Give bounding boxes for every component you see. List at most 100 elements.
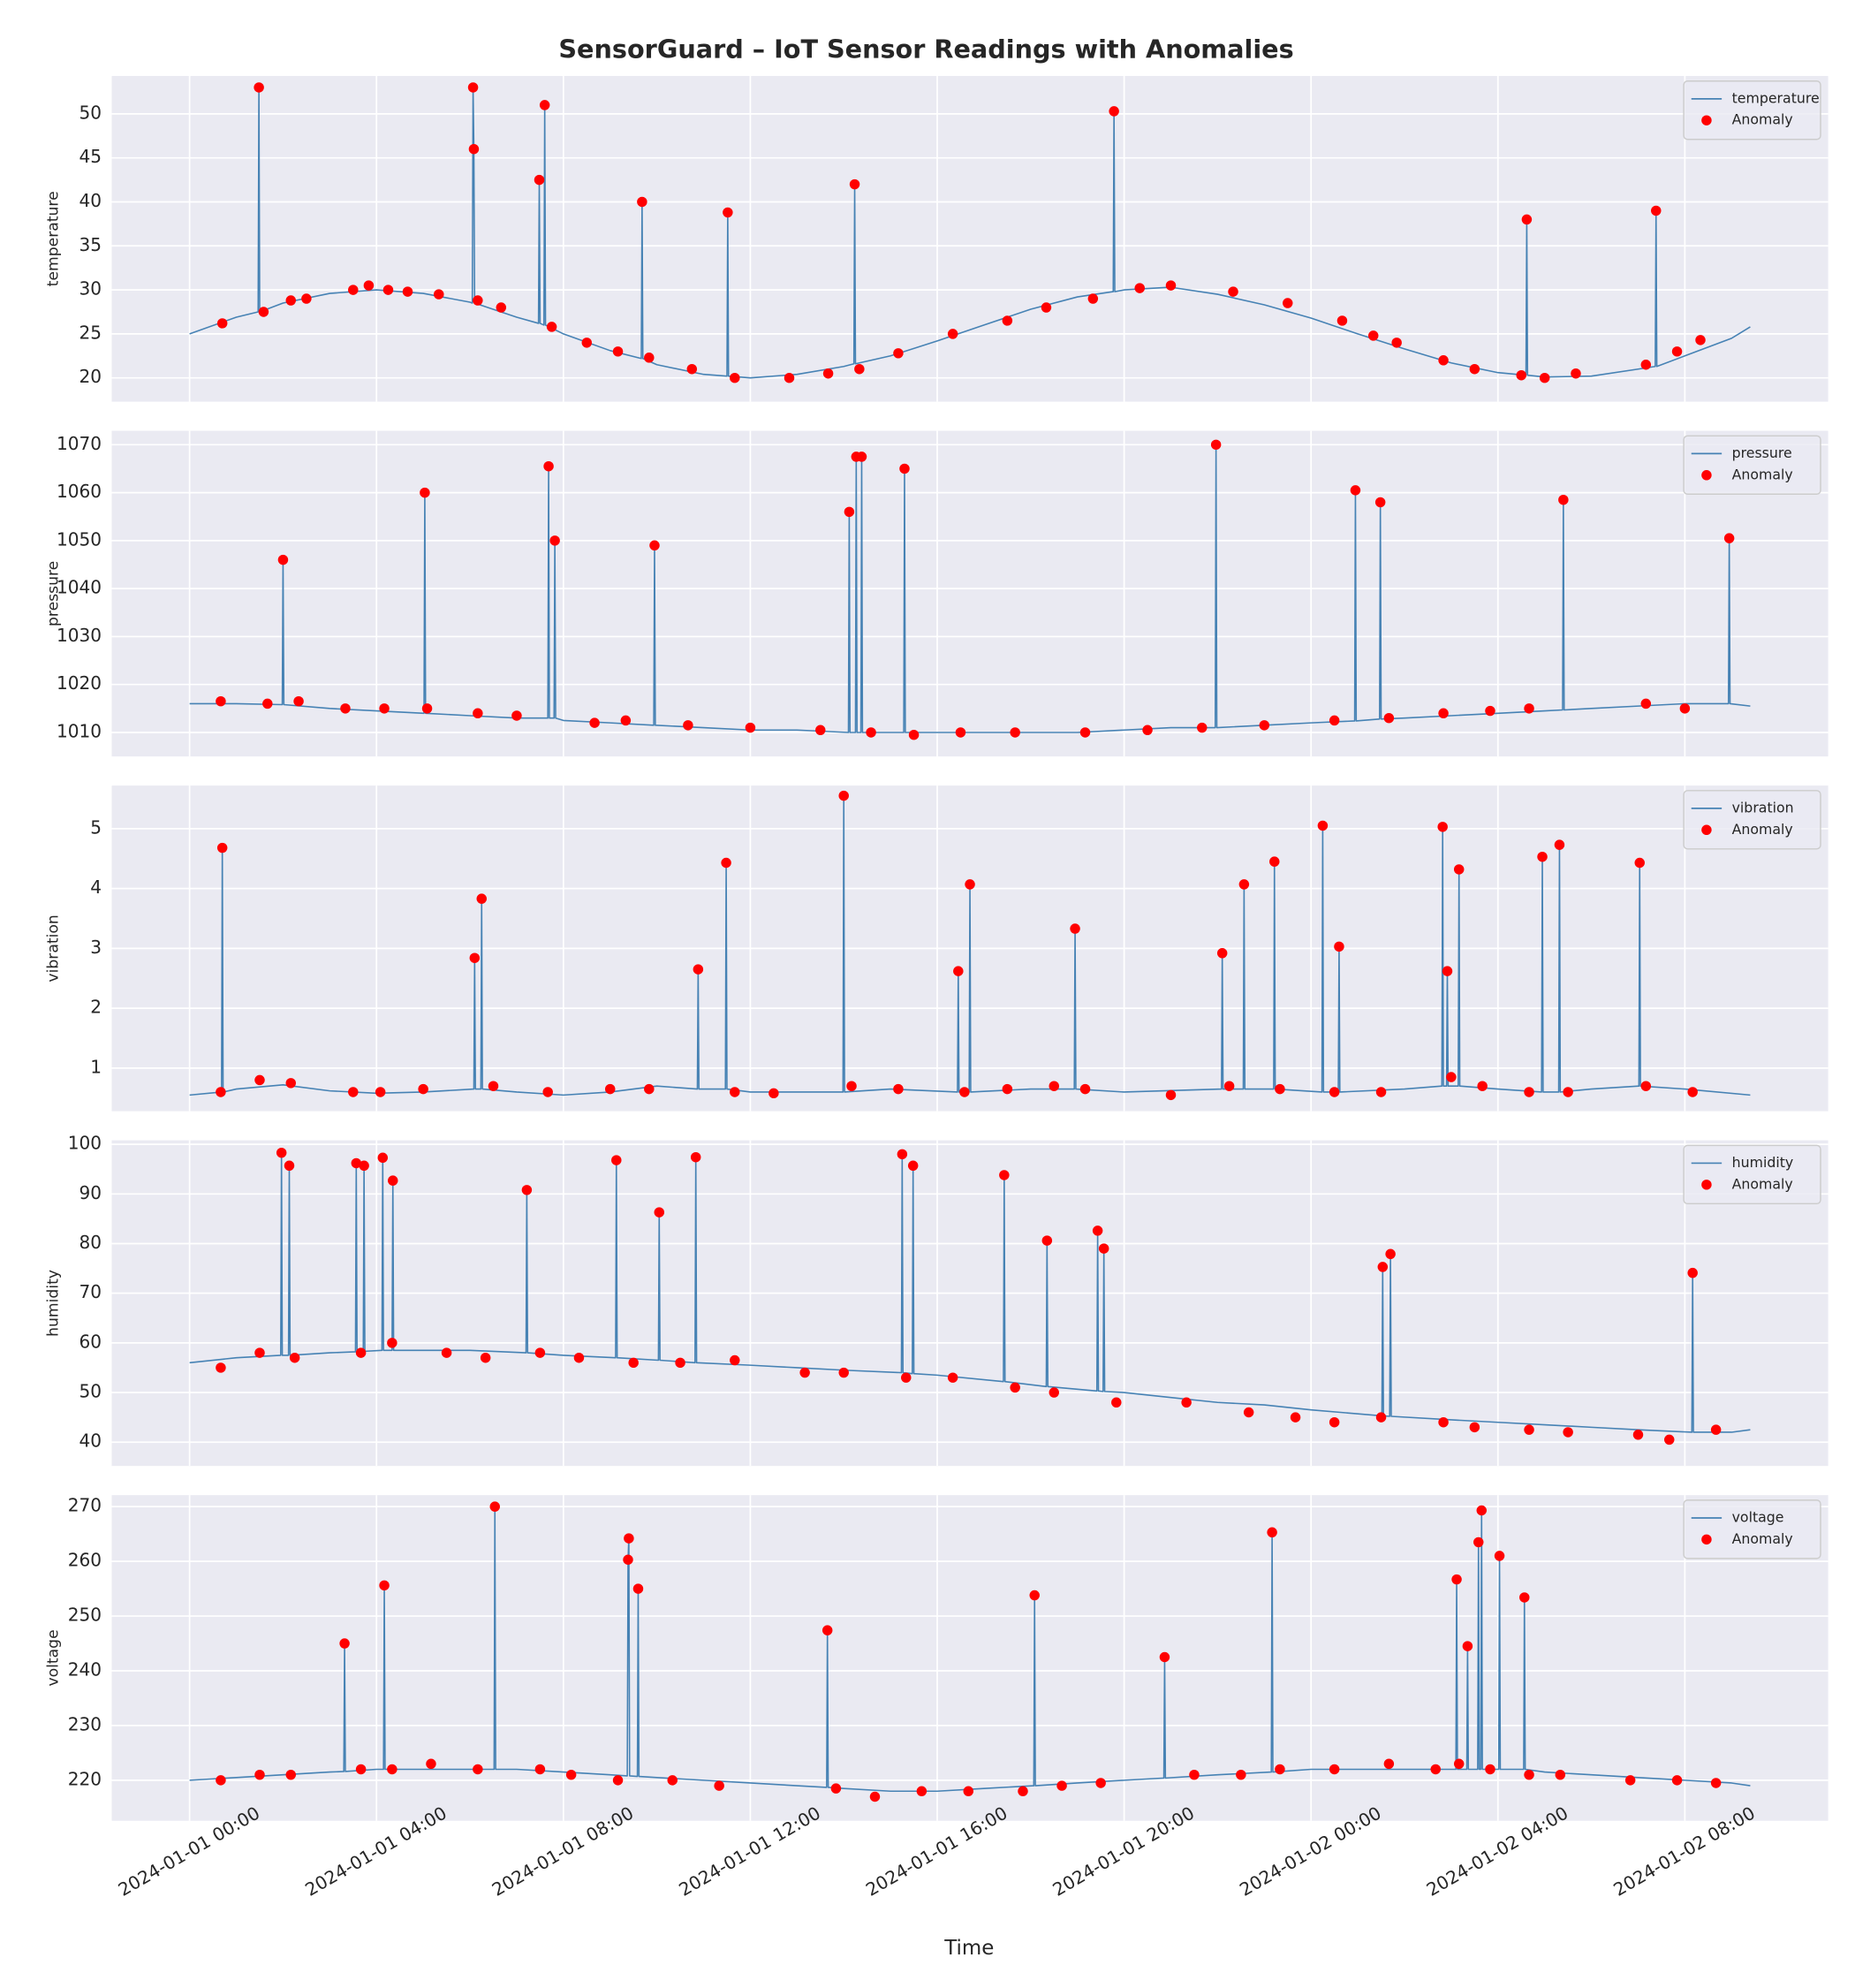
anomaly-point: [916, 1786, 928, 1796]
y-tick-label: 260: [68, 1550, 102, 1571]
legend-box: [1683, 1499, 1821, 1559]
anomaly-point: [1632, 1430, 1644, 1440]
y-tick-label: 250: [68, 1605, 102, 1626]
anomaly-point: [1275, 1764, 1285, 1775]
anomaly-point: [1189, 1769, 1200, 1780]
anomaly-point: [844, 506, 855, 518]
anomaly-point: [1111, 1397, 1122, 1408]
y-tick-label: 1020: [57, 672, 102, 694]
anomaly-point: [420, 487, 430, 498]
anomaly-point: [1336, 315, 1348, 326]
anomaly-point: [1537, 851, 1548, 862]
anomaly-point: [546, 322, 557, 332]
anomaly-point: [1555, 1769, 1566, 1780]
anomaly-point: [1334, 941, 1344, 952]
anomaly-point: [1385, 1248, 1396, 1260]
anomaly-point: [1437, 822, 1448, 832]
anomaly-point: [1109, 106, 1119, 117]
anomaly-point: [277, 554, 289, 565]
anomaly-point: [254, 1347, 265, 1358]
anomaly-point: [1524, 703, 1534, 714]
legend-marker: [1701, 824, 1712, 836]
anomaly-point: [1563, 1427, 1573, 1438]
anomaly-point: [284, 1160, 295, 1172]
anomaly-point: [534, 174, 545, 186]
anomaly-point: [1041, 1235, 1053, 1246]
anomaly-point: [686, 363, 698, 375]
anomaly-point: [1087, 293, 1099, 304]
anomaly-point: [1317, 820, 1329, 831]
legend-label: voltage: [1732, 1508, 1784, 1525]
anomaly-point: [714, 1780, 724, 1791]
anomaly-point: [377, 1152, 389, 1164]
anomaly-point: [565, 1769, 577, 1780]
legend-label: pressure: [1732, 444, 1792, 461]
anomaly-point: [1275, 1083, 1285, 1095]
anomaly-point: [1377, 1262, 1389, 1272]
anomaly-point: [1010, 1382, 1020, 1393]
y-tick-label: 3: [90, 937, 102, 958]
anomaly-point: [1554, 839, 1565, 850]
anomaly-point: [387, 1764, 398, 1775]
anomaly-point: [1710, 1424, 1722, 1435]
anomaly-point: [1679, 703, 1691, 714]
anomaly-point: [1438, 708, 1449, 719]
anomaly-point: [542, 1087, 553, 1097]
anomaly-point: [908, 729, 920, 740]
anomaly-point: [1269, 856, 1280, 867]
anomaly-point: [216, 1362, 226, 1373]
anomaly-point: [667, 1775, 678, 1786]
anomaly-point: [1473, 1537, 1484, 1548]
anomaly-point: [1438, 355, 1449, 366]
plot-area: [111, 430, 1828, 757]
y-tick-label: 240: [68, 1658, 102, 1680]
anomaly-point: [1524, 1087, 1534, 1097]
anomaly-point: [1430, 1764, 1441, 1775]
anomaly-point: [955, 727, 966, 738]
y-axis-label: pressure: [45, 561, 63, 626]
anomaly-point: [822, 1625, 833, 1635]
y-tick-label: 40: [79, 190, 102, 211]
anomaly-point: [899, 463, 910, 474]
anomaly-point: [1469, 1422, 1480, 1433]
anomaly-point: [1476, 1505, 1488, 1516]
anomaly-point: [1095, 1778, 1106, 1788]
anomaly-point: [612, 1775, 624, 1786]
legend-box: [1683, 1144, 1821, 1205]
y-tick-label: 30: [79, 278, 102, 300]
anomaly-point: [1640, 1081, 1652, 1091]
anomaly-point: [285, 1769, 296, 1780]
anomaly-point: [216, 1087, 226, 1097]
anomaly-point: [611, 1155, 622, 1165]
anomaly-point: [1049, 1387, 1059, 1398]
anomaly-point: [388, 1175, 398, 1186]
y-tick-label: 100: [68, 1133, 102, 1154]
anomaly-point: [276, 1147, 287, 1158]
anomaly-point: [216, 1775, 226, 1786]
anomaly-point: [355, 1347, 367, 1358]
anomaly-point: [1243, 1407, 1254, 1418]
anomaly-point: [1453, 864, 1465, 875]
anomaly-point: [573, 1352, 585, 1363]
anomaly-point: [866, 727, 876, 738]
anomaly-point: [1216, 948, 1228, 959]
anomaly-point: [683, 720, 693, 731]
anomaly-point: [649, 540, 660, 551]
anomaly-point: [359, 1160, 369, 1172]
anomaly-point: [730, 1354, 740, 1366]
y-tick-label: 1060: [57, 481, 102, 502]
anomaly-point: [1571, 368, 1581, 379]
anomaly-point: [623, 1554, 633, 1565]
anomaly-point: [947, 329, 958, 339]
anomaly-point: [387, 1338, 398, 1348]
y-tick-label: 5: [90, 816, 102, 838]
anomaly-point: [1236, 1769, 1246, 1780]
anomaly-point: [1438, 1417, 1449, 1428]
anomaly-point: [216, 695, 226, 707]
legend-label: Anomaly: [1732, 821, 1793, 838]
anomaly-point: [351, 1157, 362, 1169]
anomaly-point: [856, 451, 867, 462]
figure-title: SensorGuard – IoT Sensor Readings with A…: [558, 34, 1293, 64]
anomaly-point: [893, 1083, 904, 1095]
anomaly-point: [258, 307, 269, 317]
